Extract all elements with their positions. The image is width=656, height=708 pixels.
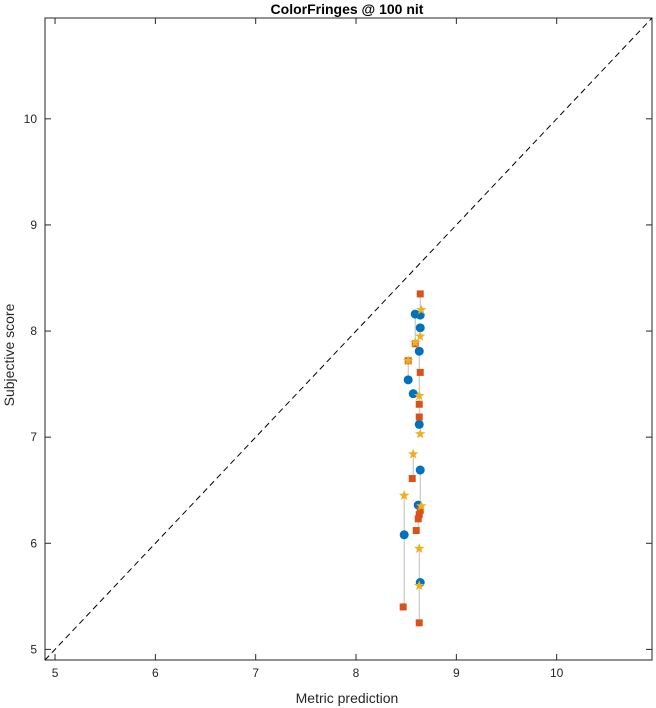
data-point-square	[416, 290, 424, 298]
data-point-star	[415, 330, 426, 341]
data-point-star	[398, 490, 410, 500]
data-point-circle	[403, 375, 413, 385]
data-point-star	[415, 428, 426, 439]
data-point-square	[416, 506, 424, 514]
data-point-circle	[414, 346, 424, 356]
x-tick-label: 10	[550, 666, 564, 680]
y-tick-label: 6	[30, 536, 37, 550]
x-tick-label: 5	[52, 666, 59, 680]
data-point-circle	[415, 323, 425, 333]
data-point-square	[408, 475, 416, 483]
y-tick-label: 8	[30, 324, 37, 338]
data-point-star	[414, 580, 425, 591]
data-point-square	[415, 619, 423, 627]
chart-title: ColorFringes @ 100 nit	[271, 1, 424, 17]
data-point-star	[416, 304, 427, 315]
data-point-star	[414, 543, 425, 554]
data-point-star	[402, 355, 414, 366]
x-tick-label: 9	[453, 666, 460, 680]
data-point-circle	[414, 419, 424, 429]
y-tick-label: 10	[24, 112, 38, 126]
data-point-square	[416, 368, 424, 376]
data-point-circle	[415, 465, 425, 475]
data-point-square	[412, 527, 420, 535]
data-point-star	[416, 500, 427, 511]
data-point-star	[414, 390, 425, 401]
y-tick-label: 9	[30, 218, 37, 232]
data-point-square	[415, 400, 423, 408]
data-point-square	[415, 413, 423, 421]
axes-box	[44, 17, 653, 661]
data-point-square	[399, 603, 407, 611]
identity-line	[44, 17, 653, 661]
y-tick-label: 5	[30, 642, 37, 656]
x-tick-label: 6	[152, 666, 159, 680]
data-point-circle	[408, 389, 418, 399]
data-point-star	[409, 337, 421, 348]
data-point-star	[407, 448, 419, 459]
x-axis-label: Metric prediction	[296, 690, 399, 706]
plot-area: 5 6 7 8 9 10 5 6 7 8 9 10	[24, 17, 653, 680]
x-tick-label: 8	[353, 666, 360, 680]
y-tick-label: 7	[30, 430, 37, 444]
data-point-square	[414, 515, 422, 523]
data-point-circle	[399, 530, 409, 540]
y-axis-label: Subjective score	[1, 303, 17, 406]
x-tick-label: 7	[252, 666, 259, 680]
data-point-square	[415, 511, 423, 519]
